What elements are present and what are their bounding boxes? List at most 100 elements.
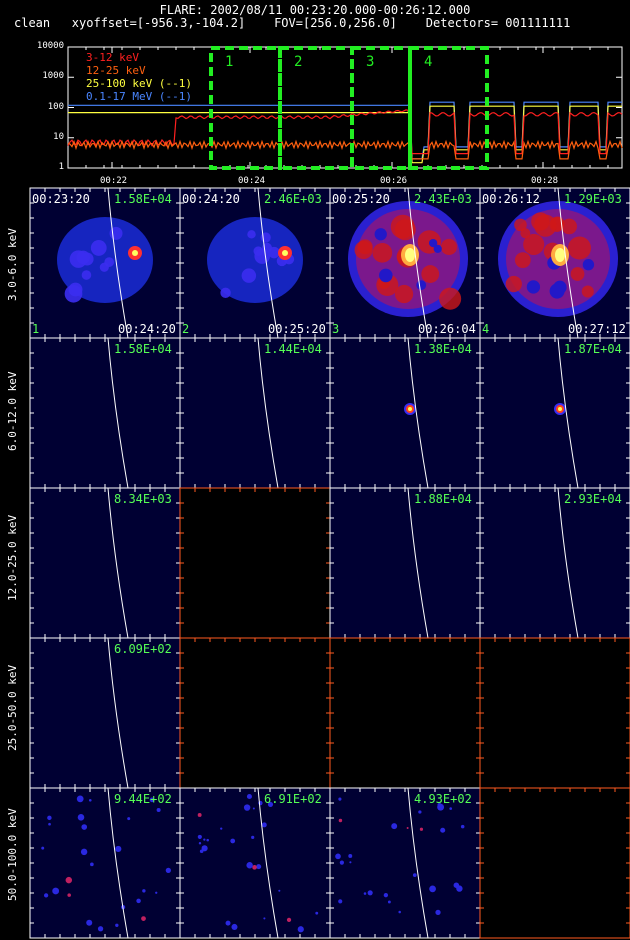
- noise-speck: [225, 920, 231, 926]
- noise-speck: [127, 817, 131, 821]
- flare-title: FLARE: 2002/08/11 00:23:20.000-00:26:12.…: [159, 3, 471, 17]
- noise-speck: [278, 889, 281, 892]
- noise-speck: [41, 846, 45, 850]
- noise-speck: [267, 801, 274, 808]
- noise-speck: [52, 887, 60, 895]
- solar-limb: [557, 487, 579, 639]
- max-value-label: 2.93E+04: [564, 492, 622, 506]
- end-time-label: 00:26:04: [418, 322, 476, 336]
- max-value-label: 1.38E+04: [414, 342, 472, 356]
- noise-speck: [67, 893, 71, 897]
- image-panel: [29, 637, 181, 789]
- noise-speck: [440, 827, 446, 833]
- start-time-label: 00:24:20: [182, 192, 240, 206]
- bright-core: [132, 250, 138, 256]
- image-cell: [479, 187, 630, 339]
- max-value-label: 1.44E+04: [264, 342, 322, 356]
- bright-core: [282, 250, 288, 256]
- noise-speck: [335, 853, 341, 860]
- y-tick-label: 10000: [36, 41, 64, 51]
- noise-speck: [387, 900, 391, 904]
- emission-patch: [440, 238, 458, 256]
- noise-speck: [141, 916, 146, 921]
- image-cell: [29, 487, 181, 639]
- image-cell: [179, 787, 331, 939]
- image-panel: [29, 487, 181, 639]
- solar-limb: [257, 787, 279, 939]
- max-value-label: 1.58E+04: [114, 192, 172, 206]
- noise-speck: [47, 815, 52, 821]
- legend-entry: 12-25 keV: [86, 64, 146, 77]
- legend-entry: 3-12 keV: [86, 51, 139, 64]
- max-value-label: 2.43E+03: [414, 192, 472, 206]
- emission-halo: [207, 217, 303, 303]
- end-time-label: 00:24:20: [118, 322, 176, 336]
- noise-speck: [449, 807, 453, 810]
- noise-speck: [198, 842, 202, 845]
- curve-0-1-17-mev: [68, 100, 622, 160]
- emission-patch: [394, 219, 416, 241]
- energy-band-label: 6.0-12.0 keV: [6, 371, 19, 451]
- end-time-label: 00:25:20: [268, 322, 326, 336]
- dark-patch: [416, 280, 427, 291]
- image-cell: [329, 787, 481, 939]
- noise-speck: [90, 862, 94, 867]
- energy-band-label: 3.0-6.0 keV: [6, 228, 19, 301]
- solar-limb: [257, 187, 279, 339]
- emission-patch: [76, 250, 90, 265]
- image-cell: [179, 187, 331, 339]
- emission-patch: [268, 246, 280, 259]
- emission-patch: [241, 268, 257, 283]
- noise-speck: [115, 923, 119, 927]
- noise-speck: [348, 853, 353, 858]
- emission-patch: [254, 248, 271, 264]
- noise-speck: [286, 917, 292, 923]
- max-value-label: 1.29E+03: [564, 192, 622, 206]
- image-cell: [29, 337, 181, 489]
- noise-speck: [97, 926, 104, 932]
- image-cell: [479, 637, 630, 789]
- energy-band-label: 50.0-100.0 keV: [6, 808, 19, 901]
- noise-speck: [256, 864, 262, 870]
- max-value-label: 4.93E+02: [414, 792, 472, 806]
- emission-patch: [567, 236, 592, 260]
- image-panel: [479, 337, 630, 489]
- start-time-label: 00:25:20: [332, 192, 390, 206]
- noise-speck: [81, 824, 88, 830]
- bright-core: [405, 248, 415, 262]
- noise-speck: [80, 848, 88, 856]
- image-cell: [329, 187, 481, 339]
- bright-core: [408, 407, 412, 411]
- x-tick-label: 00:22: [100, 176, 128, 186]
- noise-speck: [349, 861, 352, 864]
- image-cell: [479, 337, 630, 489]
- end-time-label: 00:27:12: [568, 322, 626, 336]
- max-value-label: 1.58E+04: [114, 342, 172, 356]
- solar-limb: [107, 337, 129, 489]
- energy-band-label: 12.0-25.0 keV: [6, 514, 19, 601]
- noise-speck: [338, 818, 343, 823]
- emission-patch: [581, 285, 594, 298]
- emission-patch: [394, 284, 414, 304]
- image-cell: [179, 637, 331, 789]
- noise-speck: [338, 797, 342, 801]
- emission-patch: [220, 287, 231, 299]
- interval-number: 2: [294, 54, 303, 70]
- image-cell: [29, 637, 181, 789]
- image-panel: [479, 487, 630, 639]
- emission-patch: [372, 243, 393, 263]
- emission-patch: [523, 233, 545, 255]
- image-panel: [329, 487, 481, 639]
- emission-patch: [505, 275, 522, 293]
- noise-speck: [453, 882, 460, 888]
- emission-patch: [64, 284, 83, 303]
- energy-band-label: 25.0-50.0 keV: [6, 664, 19, 751]
- solar-limb: [107, 787, 129, 939]
- image-panel: [29, 337, 181, 489]
- emission-patch: [531, 212, 550, 231]
- empty-panel: [179, 487, 331, 639]
- noise-speck: [398, 910, 401, 914]
- image-panel: [179, 337, 331, 489]
- image-cell: [329, 637, 481, 789]
- solar-limb: [407, 487, 429, 639]
